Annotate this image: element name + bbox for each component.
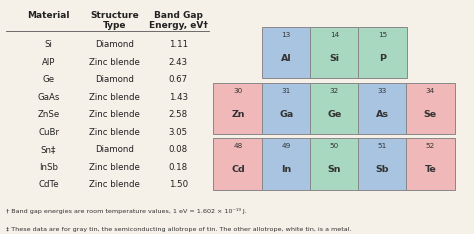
FancyBboxPatch shape <box>357 83 407 134</box>
FancyBboxPatch shape <box>213 83 263 134</box>
Text: 0.08: 0.08 <box>169 145 188 154</box>
Text: Zn: Zn <box>231 110 245 119</box>
FancyBboxPatch shape <box>357 138 407 190</box>
Text: Zinc blende: Zinc blende <box>89 58 140 67</box>
Text: Band Gap
Energy, eV†: Band Gap Energy, eV† <box>149 11 208 30</box>
Text: Zinc blende: Zinc blende <box>89 93 140 102</box>
Text: CuBr: CuBr <box>38 128 59 137</box>
Text: Diamond: Diamond <box>95 40 134 49</box>
Text: 31: 31 <box>282 88 291 94</box>
FancyBboxPatch shape <box>406 83 455 134</box>
Text: 1.43: 1.43 <box>169 93 188 102</box>
Text: ‡ These data are for gray tin, the semiconducting allotrope of tin. The other al: ‡ These data are for gray tin, the semic… <box>6 227 352 232</box>
Text: 1.50: 1.50 <box>169 180 188 189</box>
Text: 13: 13 <box>282 32 291 38</box>
FancyBboxPatch shape <box>262 27 311 78</box>
Text: † Band gap energies are room temperature values, 1 eV = 1.602 × 10⁻¹⁹ J.: † Band gap energies are room temperature… <box>6 208 247 214</box>
Text: Material: Material <box>27 11 70 20</box>
Text: 3.05: 3.05 <box>169 128 188 137</box>
FancyBboxPatch shape <box>262 138 311 190</box>
Text: 48: 48 <box>234 143 243 149</box>
FancyBboxPatch shape <box>310 138 359 190</box>
Text: 14: 14 <box>329 32 339 38</box>
Text: Sn‡: Sn‡ <box>41 145 56 154</box>
FancyBboxPatch shape <box>310 27 359 78</box>
Text: Se: Se <box>424 110 437 119</box>
Text: CdTe: CdTe <box>38 180 59 189</box>
Text: 0.18: 0.18 <box>169 163 188 172</box>
Text: Ge: Ge <box>43 75 55 84</box>
Text: Sn: Sn <box>328 165 341 175</box>
Text: GaAs: GaAs <box>37 93 60 102</box>
Text: Ga: Ga <box>279 110 293 119</box>
Text: As: As <box>376 110 389 119</box>
Text: Ge: Ge <box>327 110 341 119</box>
Text: Si: Si <box>45 40 53 49</box>
FancyBboxPatch shape <box>262 83 311 134</box>
Text: 30: 30 <box>234 88 243 94</box>
Text: 2.58: 2.58 <box>169 110 188 119</box>
Text: 32: 32 <box>329 88 339 94</box>
Text: 33: 33 <box>378 88 387 94</box>
Text: 50: 50 <box>329 143 339 149</box>
FancyBboxPatch shape <box>406 138 455 190</box>
Text: Structure
Type: Structure Type <box>90 11 139 30</box>
Text: Zinc blende: Zinc blende <box>89 163 140 172</box>
Text: AlP: AlP <box>42 58 55 67</box>
Text: 2.43: 2.43 <box>169 58 188 67</box>
Text: Te: Te <box>425 165 436 175</box>
Text: 0.67: 0.67 <box>169 75 188 84</box>
Text: 1.11: 1.11 <box>169 40 188 49</box>
Text: In: In <box>281 165 292 175</box>
Text: InSb: InSb <box>39 163 58 172</box>
FancyBboxPatch shape <box>213 138 263 190</box>
Text: Diamond: Diamond <box>95 75 134 84</box>
Text: Zinc blende: Zinc blende <box>89 180 140 189</box>
Text: 34: 34 <box>426 88 435 94</box>
Text: Diamond: Diamond <box>95 145 134 154</box>
Text: Zinc blende: Zinc blende <box>89 110 140 119</box>
Text: Cd: Cd <box>231 165 245 175</box>
Text: 15: 15 <box>378 32 387 38</box>
Text: Al: Al <box>281 54 292 63</box>
Text: P: P <box>379 54 386 63</box>
Text: 49: 49 <box>282 143 291 149</box>
FancyBboxPatch shape <box>310 83 359 134</box>
Text: Sb: Sb <box>375 165 389 175</box>
Text: ZnSe: ZnSe <box>37 110 60 119</box>
Text: 51: 51 <box>378 143 387 149</box>
Text: Zinc blende: Zinc blende <box>89 128 140 137</box>
FancyBboxPatch shape <box>357 27 407 78</box>
Text: 52: 52 <box>426 143 435 149</box>
Text: Si: Si <box>329 54 339 63</box>
